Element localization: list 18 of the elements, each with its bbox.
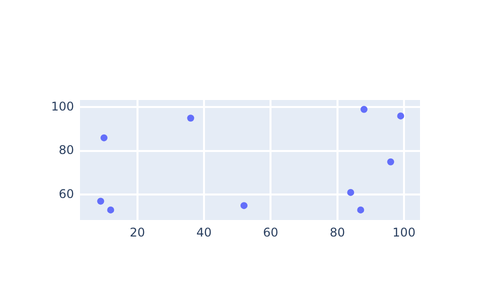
point [240, 202, 248, 210]
x-tick-label: 20 [130, 225, 145, 240]
point [357, 206, 364, 214]
point [187, 114, 194, 122]
point [97, 198, 104, 205]
point [100, 134, 108, 142]
point [360, 106, 368, 113]
y-tick-label: 80 [58, 143, 74, 158]
x-tick-label: 80 [330, 225, 345, 240]
point [397, 112, 404, 120]
point [347, 188, 354, 196]
y-tick-label: 60 [58, 186, 74, 201]
x-tick-label: 40 [196, 225, 212, 240]
x-tick-label: 60 [263, 225, 278, 240]
point [387, 158, 394, 166]
point [107, 206, 114, 214]
y-tick-label: 100 [51, 99, 74, 114]
x-tick-label: 100 [392, 225, 416, 240]
